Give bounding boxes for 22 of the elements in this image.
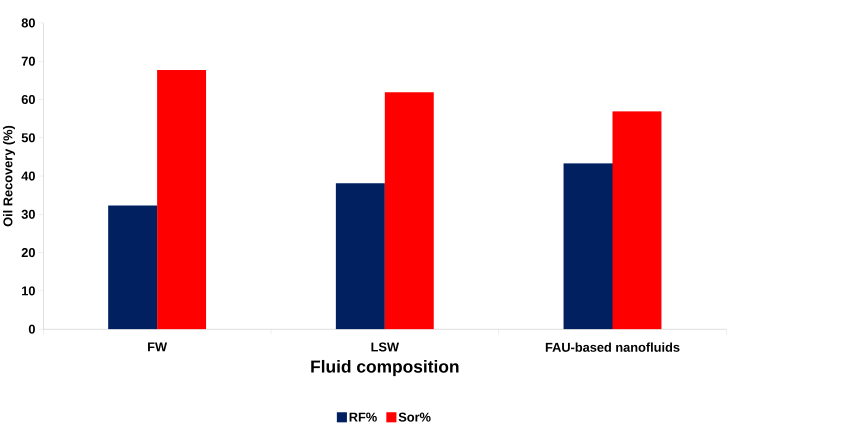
legend-label: RF% [350,412,377,422]
y-tick-label: 0 [28,324,35,334]
x-tick-label: FAU-based nanofluids [546,342,680,352]
bar [108,206,158,330]
x-tick-label: FW [148,342,168,352]
y-tick-label: 10 [22,286,35,296]
bar [384,92,434,330]
bar [612,111,662,330]
bar [564,163,612,330]
bar [157,70,206,330]
y-tick-label: 50 [22,133,35,142]
y-tick-label: 30 [22,210,35,219]
y-tick-label: 60 [22,94,35,104]
y-axis-title: Oil Recovery (%) [3,126,15,226]
x-axis-title: Fluid composition [311,360,458,376]
y-tick-label: 20 [22,248,35,258]
y-tick-label: 80 [22,18,35,28]
bar [336,183,385,330]
y-tick-label: 40 [21,171,35,181]
y-tick-label: 70 [22,56,35,66]
legend-label: Sor% [398,412,431,422]
x-tick-label: LSW [371,342,400,352]
